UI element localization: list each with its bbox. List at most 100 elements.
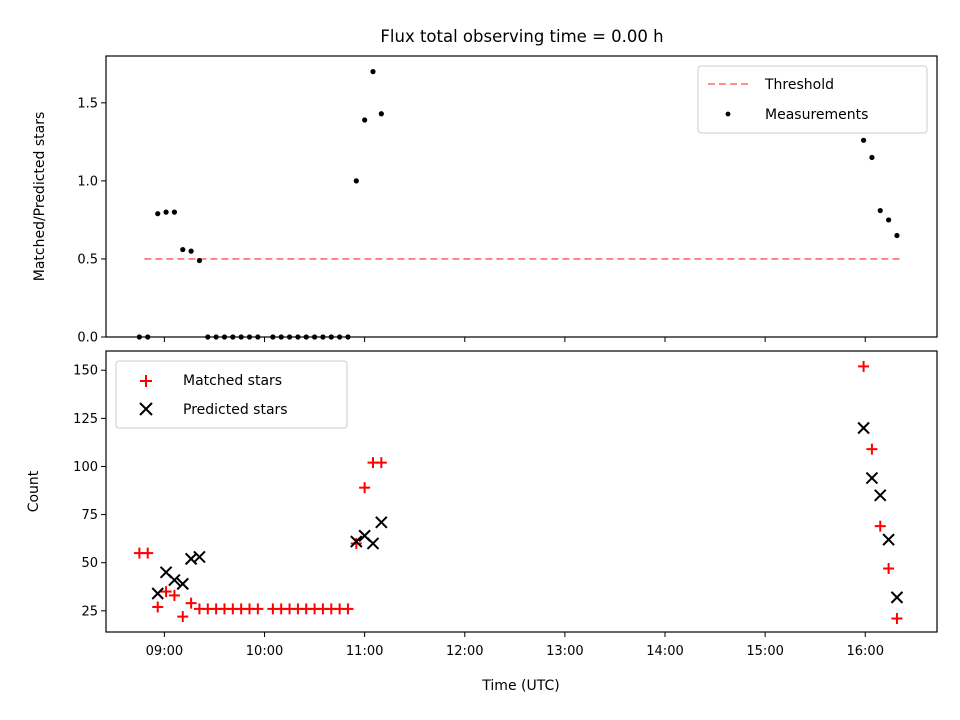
measurement-point [311,334,318,340]
x-axis-label: Time (UTC) [481,678,559,694]
measurement-point [353,178,359,184]
matched-star-point [168,589,180,601]
legend-matched-label: Matched stars [183,373,282,389]
matched-star-point [252,603,264,615]
measurement-point [378,111,384,117]
measurement-point [221,334,228,340]
x-tick-label: 12:00 [446,644,483,659]
y-tick-label: 1.5 [77,96,98,111]
matched-star-point [177,611,189,623]
predicted-star-point [350,535,363,548]
bottom-series [133,360,904,625]
measurement-point [145,334,151,340]
legend-measurements-label: Measurements [765,107,868,123]
legend-measurements-swatch [725,111,731,117]
bottom-y-ticks: 25 50 75 100 125 150 [73,364,106,619]
measurement-point [894,232,900,239]
measurement-point [877,207,883,214]
legend-matched-swatch [140,375,152,387]
predicted-star-point [375,516,388,529]
measurement-point [270,334,276,340]
x-tick-label: 10:00 [246,644,283,659]
y-tick-label: 25 [81,604,98,619]
y-tick-label: 1.0 [77,174,98,189]
measurement-point [278,334,284,340]
x-tick-label: 13:00 [546,644,583,659]
predicted-star-point [882,533,895,546]
y-tick-label: 0.5 [77,252,98,267]
predicted-star-point [366,537,380,550]
bottom-x-ticks: 09:00 10:00 11:00 12:00 13:00 14:00 15:00 16:00 [146,632,884,659]
top-y-ticks: 0.0 0.5 1.0 1.5 [77,96,106,346]
y-tick-label: 125 [73,412,98,427]
matched-star-point [152,601,164,613]
matched-star-point [874,520,886,532]
measurement-point [295,334,301,340]
measurement-point [370,69,376,75]
matched-star-point [185,597,197,609]
x-tick-label: 14:00 [646,644,683,659]
bottom-axes: 25 50 75 100 125 150 09:00 10:00 11:00 12:00 13:0… [26,350,938,694]
bottom-y-axis-label: Count [26,470,42,512]
matched-star-point [891,613,903,625]
measurement-point [196,257,203,264]
measurement-point [345,334,351,340]
predicted-star-point [168,573,181,587]
measurement-point [320,334,326,340]
top-axes: 0.0 0.5 1.0 1.5 Matched/Predicted stars Thr… [32,55,938,346]
legend-threshold-label: Threshold [764,77,834,93]
top-y-axis-label: Matched/Predicted stars [32,112,48,282]
measurement-point [328,334,334,340]
matched-star-point [883,562,895,574]
measurement-point [180,246,186,253]
measurement-point [337,334,343,340]
x-tick-label: 09:00 [146,644,183,659]
top-legend: Threshold Measurements [697,65,928,134]
measurement-point [303,334,309,340]
y-tick-label: 75 [81,508,98,523]
measurement-point [255,334,261,340]
legend-predicted-label: Predicted stars [183,402,288,418]
x-tick-label: 15:00 [746,644,783,659]
measurement-point [886,217,892,223]
top-series [136,69,902,340]
matched-star-point [359,482,371,494]
measurement-point [171,209,178,215]
top-legend-box [697,65,928,134]
predicted-star-point [890,591,904,604]
matched-star-point [160,586,172,598]
matched-star-point [342,603,354,615]
legend-predicted-swatch [139,402,153,416]
measurement-point [136,334,142,340]
measurement-point [238,334,244,340]
measurement-point [155,211,161,217]
predicted-star-point [865,471,879,485]
y-tick-label: 0.0 [77,331,98,346]
matched-star-point [350,537,362,549]
measurement-point [860,137,867,143]
matched-star-point [866,443,878,455]
predicted-star-point [193,550,206,564]
bottom-legend-box [115,360,348,429]
measurement-point [362,117,368,123]
x-tick-label: 16:00 [847,644,884,659]
measurement-point [213,334,219,340]
measurement-point [163,209,169,215]
matched-star-point [858,360,870,372]
y-tick-label: 50 [81,556,98,571]
bottom-legend: Matched stars Predicted stars [115,360,348,429]
chart-title: Flux total observing time = 0.00 h [380,27,663,46]
y-tick-label: 150 [73,364,98,379]
top-x-ticks [163,337,866,342]
predicted-star-point [176,577,189,591]
predicted-star-point [874,489,887,502]
measurement-point [230,334,236,340]
matched-star-point [375,457,387,469]
predicted-star-point [151,587,164,600]
measurement-point [246,334,253,340]
x-tick-label: 11:00 [346,644,383,659]
measurement-point [869,154,875,161]
matched-star-point [142,547,154,559]
y-tick-label: 100 [73,460,98,475]
